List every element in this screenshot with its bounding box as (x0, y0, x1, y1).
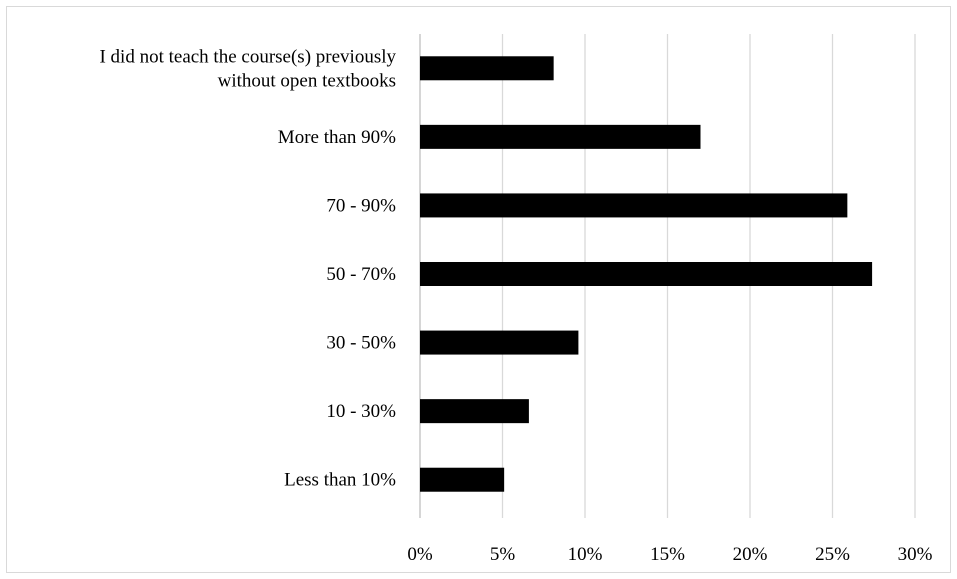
bar-3 (420, 262, 873, 286)
category-label-line: 70 - 90% (326, 195, 396, 216)
category-label-line: 10 - 30% (326, 401, 396, 422)
x-tick-label-30: 30% (898, 544, 933, 565)
x-axis-tick-labels: 0% 5% 10% 15% 20% 25% 30% (407, 544, 932, 565)
x-tick-label-20: 20% (733, 544, 768, 565)
category-label-line: I did not teach the course(s) previously (99, 46, 396, 67)
category-label-0: I did not teach the course(s) previously… (99, 46, 396, 91)
category-label-3: 50 - 70% (326, 264, 396, 285)
bar-5 (420, 399, 529, 424)
bars (420, 56, 873, 492)
x-tick-label-15: 15% (650, 544, 685, 565)
category-labels: I did not teach the course(s) previously… (99, 46, 396, 490)
x-tick-label-5: 5% (490, 544, 516, 565)
bar-0 (420, 56, 554, 81)
category-label-line: More than 90% (278, 127, 396, 148)
category-label-line: without open textbooks (218, 70, 396, 91)
bar-6 (420, 467, 505, 492)
category-label-2: 70 - 90% (326, 195, 396, 216)
category-label-1: More than 90% (278, 127, 396, 148)
category-label-6: Less than 10% (284, 470, 396, 491)
bar-1 (420, 124, 701, 149)
x-tick-label-25: 25% (815, 544, 850, 565)
bar-4 (420, 330, 579, 355)
category-label-line: 30 - 50% (326, 333, 396, 354)
category-label-line: 50 - 70% (326, 264, 396, 285)
x-tick-label-10: 10% (568, 544, 603, 565)
x-tick-label-0: 0% (407, 544, 433, 565)
category-label-5: 10 - 30% (326, 401, 396, 422)
category-label-line: Less than 10% (284, 470, 396, 491)
bar-2 (420, 193, 848, 218)
category-label-4: 30 - 50% (326, 333, 396, 354)
